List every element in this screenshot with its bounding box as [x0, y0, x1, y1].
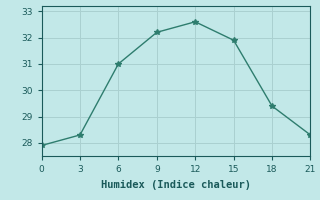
X-axis label: Humidex (Indice chaleur): Humidex (Indice chaleur)	[101, 180, 251, 190]
